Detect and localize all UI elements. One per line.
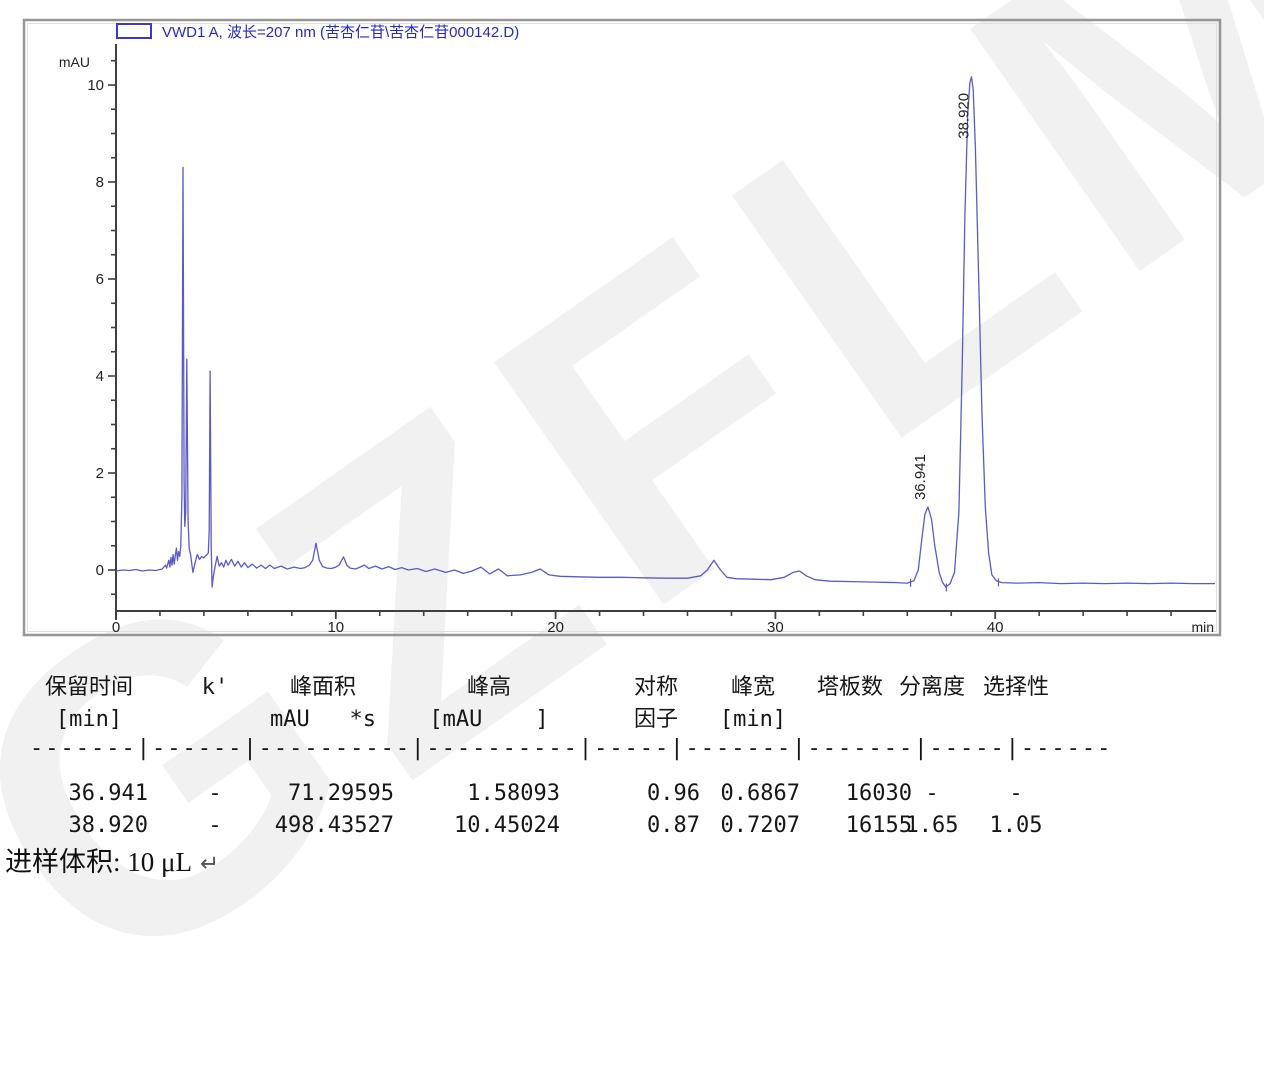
y-axis-unit-label: mAU (59, 54, 90, 70)
legend-label: VWD1 A, 波长=207 nm (苦杏仁苷\苦杏仁苷000142.D) (162, 23, 520, 41)
table-header-cell: 塔板数 (816, 675, 883, 700)
table-cell: 38.920 (68, 813, 148, 838)
table-cell: 1.58093 (467, 781, 560, 806)
y-tick-label: 4 (96, 368, 104, 385)
chart-legend: VWD1 A, 波长=207 nm (苦杏仁苷\苦杏仁苷000142.D) (116, 22, 520, 41)
table-cell: 10.45024 (454, 813, 560, 838)
table-header-unit-cell: 因子 (633, 707, 678, 732)
x-tick-label: 30 (767, 619, 784, 636)
table-header-cell: 峰面积 (289, 675, 356, 700)
table-cell: 36.941 (68, 781, 148, 806)
table-cell: - (208, 781, 222, 806)
injection-volume-note: 进样体积: 10 μL ↵ (5, 840, 219, 879)
table-cell: - (925, 781, 939, 806)
y-tick-label: 6 (96, 271, 104, 288)
table-cell: - (1009, 781, 1023, 806)
x-tick-label: 20 (547, 619, 564, 636)
table-header-unit-cell: [min] (55, 707, 123, 732)
table-header-cell: k' (201, 675, 229, 700)
table-cell: 0.96 (647, 781, 700, 806)
table-header-unit-cell: [min] (719, 707, 787, 732)
table-cell: 498.43527 (274, 813, 394, 838)
table-header-cell: 分离度 (898, 675, 965, 700)
table-cell: 16155 (845, 813, 912, 838)
table-cell: 1.65 (905, 813, 959, 838)
table-header-cell: 选择性 (982, 675, 1049, 700)
table-header-cell: 峰高 (466, 675, 511, 700)
peak-rt-label: 36.941 (912, 454, 929, 500)
table-cell: 0.87 (647, 813, 700, 838)
injection-volume-text: 进样体积: 10 μL (5, 847, 192, 877)
table-cell: 0.6867 (720, 781, 800, 806)
table-header-cell: 保留时间 (44, 675, 133, 700)
table-header-unit-cell: mAU *s (270, 707, 376, 732)
table-cell: 1.05 (989, 813, 1043, 838)
y-tick-label: 8 (96, 174, 104, 191)
table-separator: -------|------|----------|----------|---… (30, 736, 1113, 761)
x-tick-label: 40 (987, 619, 1004, 636)
return-mark-icon: ↵ (199, 851, 220, 877)
table-header-cell: 峰宽 (730, 675, 775, 700)
trace-line (115, 76, 1215, 588)
y-tick-label: 10 (87, 77, 104, 94)
table-cell: 71.29595 (288, 781, 394, 806)
y-tick-label: 2 (96, 465, 104, 482)
chart-frame (22, 18, 1222, 637)
peak-results-table: 保留时间 [min] k' 峰面积 mAU *s 峰高 [mAU ] 对称因子 峰宽 [min] 塔… (30, 675, 1113, 838)
table-header-cell: 对称 (633, 675, 678, 700)
chromatogram-panel: 0 2 4 6 8 10 mAU 0 10 20 30 40 min 36.941 38.920 VWD1 … (22, 18, 1222, 637)
chromatogram-chart: 0 2 4 6 8 10 mAU 0 10 20 30 40 min 36.941 38.920 (22, 18, 1222, 637)
table-cell: 16030 (845, 781, 912, 806)
x-axis-unit-label: min (1191, 619, 1214, 635)
chart-frame-inner (27, 23, 1217, 632)
table-cell: 0.7207 (720, 813, 800, 838)
x-tick-label: 10 (327, 619, 344, 636)
y-tick-label: 0 (96, 562, 104, 579)
table-cell: - (208, 813, 222, 838)
legend-color-swatch (116, 23, 152, 39)
x-tick-label: 0 (112, 619, 120, 636)
peak-rt-label: 38.920 (955, 93, 972, 139)
table-header-unit-cell: [mAU ] (429, 707, 549, 732)
